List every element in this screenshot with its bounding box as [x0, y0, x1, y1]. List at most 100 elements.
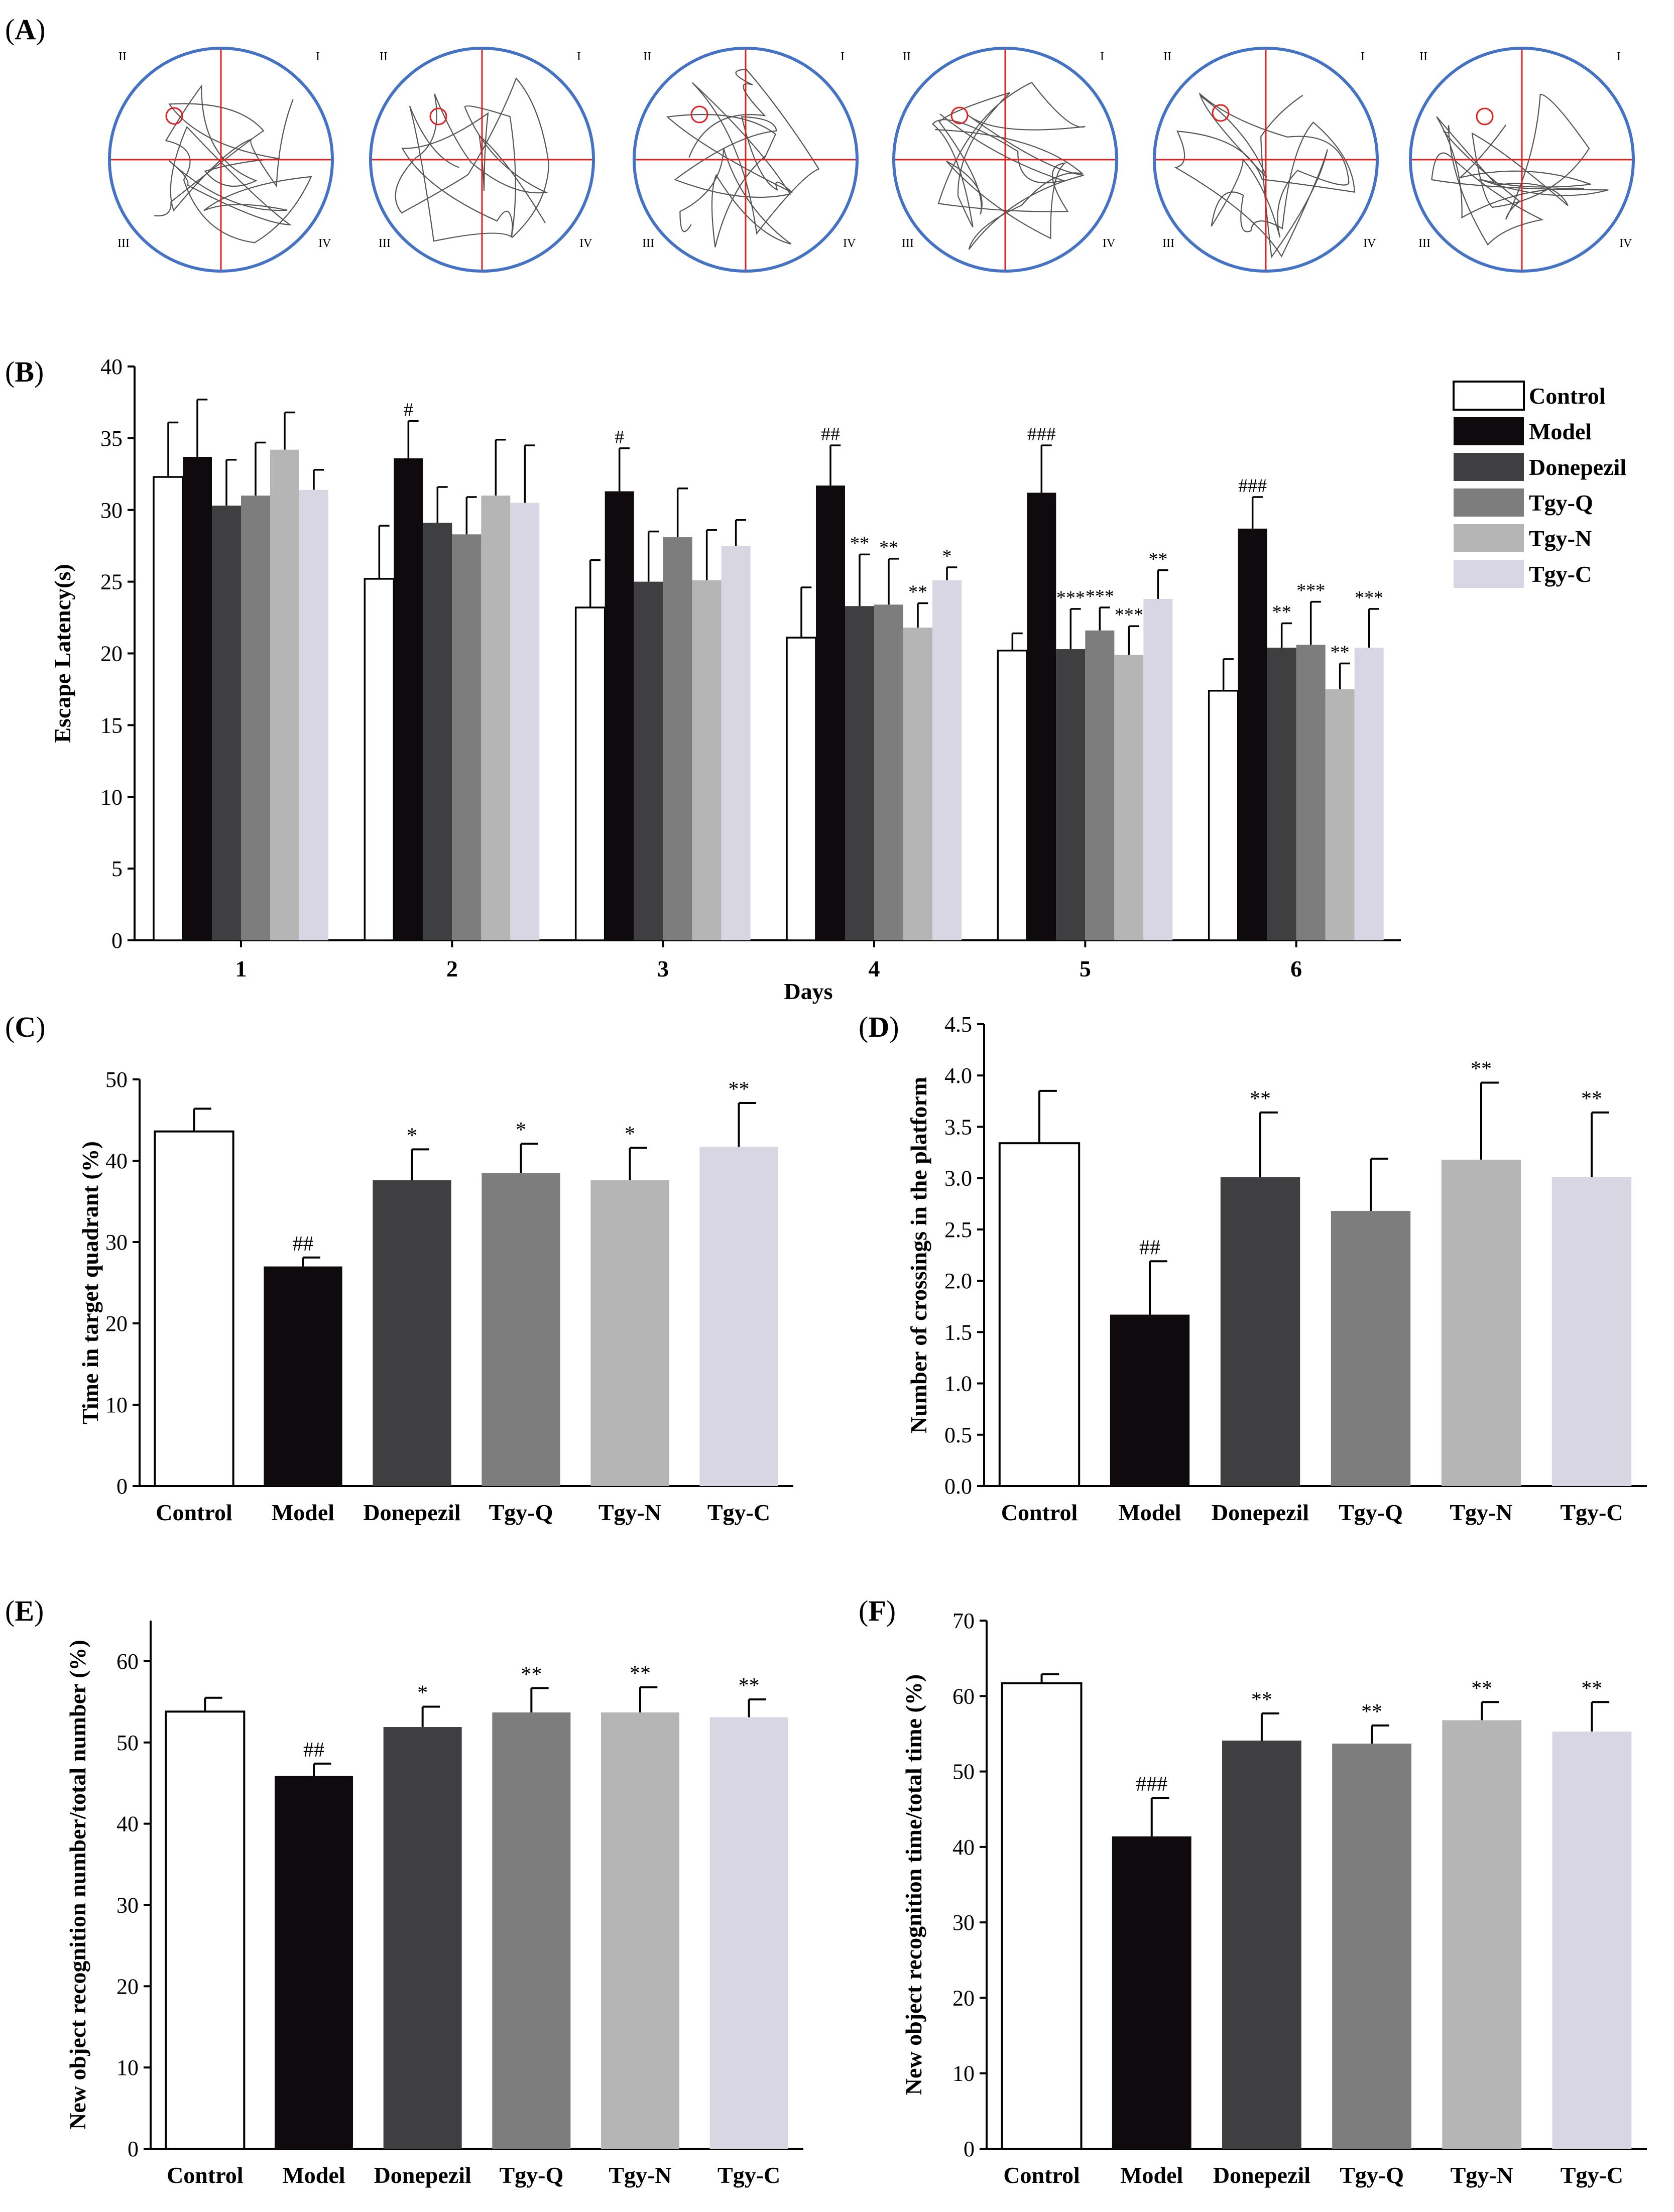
- significance-label: #: [404, 400, 413, 421]
- bar-tgy-n: [270, 449, 299, 940]
- y-tick-label: 2.5: [944, 1217, 972, 1242]
- x-tick-label: Model: [272, 1500, 334, 1525]
- quadrant-label: III: [379, 237, 391, 250]
- bar-tgy-c: [1143, 598, 1173, 940]
- x-tick-label: Model: [282, 2162, 345, 2188]
- quadrant-label: IV: [1103, 237, 1116, 250]
- significance-label: *: [407, 1124, 417, 1147]
- y-tick-label: 20: [100, 642, 123, 666]
- bar-control: [574, 606, 606, 941]
- x-tick-label: 6: [1290, 956, 1302, 981]
- swim-path: [931, 82, 1086, 250]
- quadrant-label: III: [117, 237, 130, 250]
- panel-label-c: (C): [5, 1011, 46, 1043]
- significance-label: **: [521, 1663, 542, 1686]
- y-tick-label: 40: [105, 1149, 128, 1173]
- bar-tgy-n: [1442, 1720, 1522, 2149]
- x-tick-label: Donepezil: [374, 2162, 471, 2188]
- quadrant-label: II: [118, 50, 127, 63]
- pool-outline: [369, 47, 595, 273]
- y-tick-label: 3.0: [944, 1166, 972, 1191]
- y-axis-title: Escape Latency(s): [50, 564, 75, 743]
- x-tick-label: Control: [167, 2162, 244, 2188]
- quadrant-label: II: [903, 50, 911, 63]
- y-tick-label: 30: [105, 1230, 128, 1255]
- bar-donepezil: [1222, 1740, 1301, 2149]
- quadrant-label: II: [1419, 50, 1427, 63]
- x-tick-label: Tgy-C: [1560, 1500, 1623, 1525]
- significance-label: **: [630, 1662, 651, 1685]
- y-tick-label: 4.5: [944, 1012, 972, 1037]
- y-axis-title: Number of crossings in the platform: [906, 1077, 931, 1433]
- quadrant-label: III: [642, 237, 654, 250]
- significance-label: **: [729, 1078, 750, 1101]
- significance-label: **: [1471, 1058, 1492, 1081]
- bar-tgy-q: [482, 1173, 560, 1486]
- significance-label: ##: [821, 424, 840, 445]
- significance-label: *: [625, 1123, 635, 1146]
- bar-donepezil: [1220, 1177, 1300, 1486]
- quadrant-label: IV: [1619, 237, 1632, 250]
- platform-marker: [429, 107, 447, 126]
- y-tick-label: 40: [116, 1812, 139, 1836]
- recognition-number-chart: 0 10 20 30 40 50 60 Control ## Model * Donepezil ** T…: [65, 1621, 803, 2188]
- significance-label: ***: [1056, 587, 1085, 608]
- x-tick-label: Tgy-N: [1451, 2162, 1513, 2188]
- legend: Control Model Donepezil Tgy-Q Tgy-N Tgy-C: [1453, 381, 1626, 588]
- bar-donepezil: [1056, 649, 1086, 940]
- bar-control: [786, 637, 817, 941]
- bar-control: [364, 578, 395, 941]
- x-tick-label: Tgy-Q: [489, 1500, 553, 1525]
- legend-swatch: [1454, 560, 1524, 588]
- bar-tgy-n: [1114, 655, 1144, 940]
- x-tick-label: Tgy-Q: [1339, 1500, 1403, 1525]
- quadrant-label: II: [643, 50, 651, 63]
- significance-label: #: [615, 427, 624, 448]
- bar-tgy-n: [590, 1180, 669, 1486]
- significance-label: *: [516, 1119, 526, 1142]
- x-tick-label: Tgy-N: [609, 2162, 671, 2188]
- bar-model: [1238, 528, 1267, 940]
- x-tick-label: Tgy-N: [1450, 1500, 1512, 1525]
- bar-tgy-c: [709, 1717, 788, 2149]
- bar-model: [394, 458, 423, 940]
- x-tick-label: Tgy-C: [1561, 2162, 1623, 2188]
- y-tick-label: 10: [116, 2055, 139, 2080]
- significance-label: **: [1581, 1087, 1602, 1111]
- legend-swatch: [1454, 524, 1524, 552]
- bar-tgy-c: [1354, 648, 1384, 940]
- significance-label: **: [1272, 601, 1291, 623]
- x-tick-label: 5: [1080, 956, 1091, 981]
- significance-label: **: [850, 533, 869, 554]
- significance-label: *: [942, 546, 952, 567]
- bar-tgy-q: [663, 537, 692, 940]
- significance-label: **: [1331, 642, 1350, 663]
- target-quadrant-chart: 0 10 20 30 40 50 Control ## Model * Donepezil * Tgy-…: [77, 1067, 793, 1525]
- bar-tgy-c: [1551, 1177, 1632, 1486]
- y-tick-label: 4.0: [944, 1063, 972, 1088]
- platform-marker: [1476, 107, 1494, 126]
- x-tick-label: Model: [1120, 2162, 1183, 2188]
- legend-swatch: [1454, 488, 1524, 517]
- legend-swatch: [1454, 453, 1524, 481]
- bar-tgy-n: [601, 1712, 679, 2149]
- quadrant-label: II: [1163, 50, 1171, 63]
- quadrant-label: IV: [1363, 237, 1376, 250]
- legend-label: Control: [1529, 383, 1606, 409]
- x-tick-label: Model: [1118, 1500, 1181, 1525]
- panel-label-b: (B): [5, 355, 44, 388]
- bar-control: [997, 650, 1028, 941]
- y-tick-label: 10: [952, 2061, 975, 2086]
- bar-model: [816, 485, 845, 940]
- swim-path: [1431, 93, 1609, 246]
- legend-swatch: [1454, 417, 1524, 445]
- significance-label: ###: [1238, 475, 1267, 497]
- swim-path: [666, 68, 820, 248]
- significance-label: ##: [293, 1233, 314, 1256]
- x-tick-label: Tgy-N: [599, 1500, 661, 1525]
- significance-label: ***: [1355, 587, 1383, 608]
